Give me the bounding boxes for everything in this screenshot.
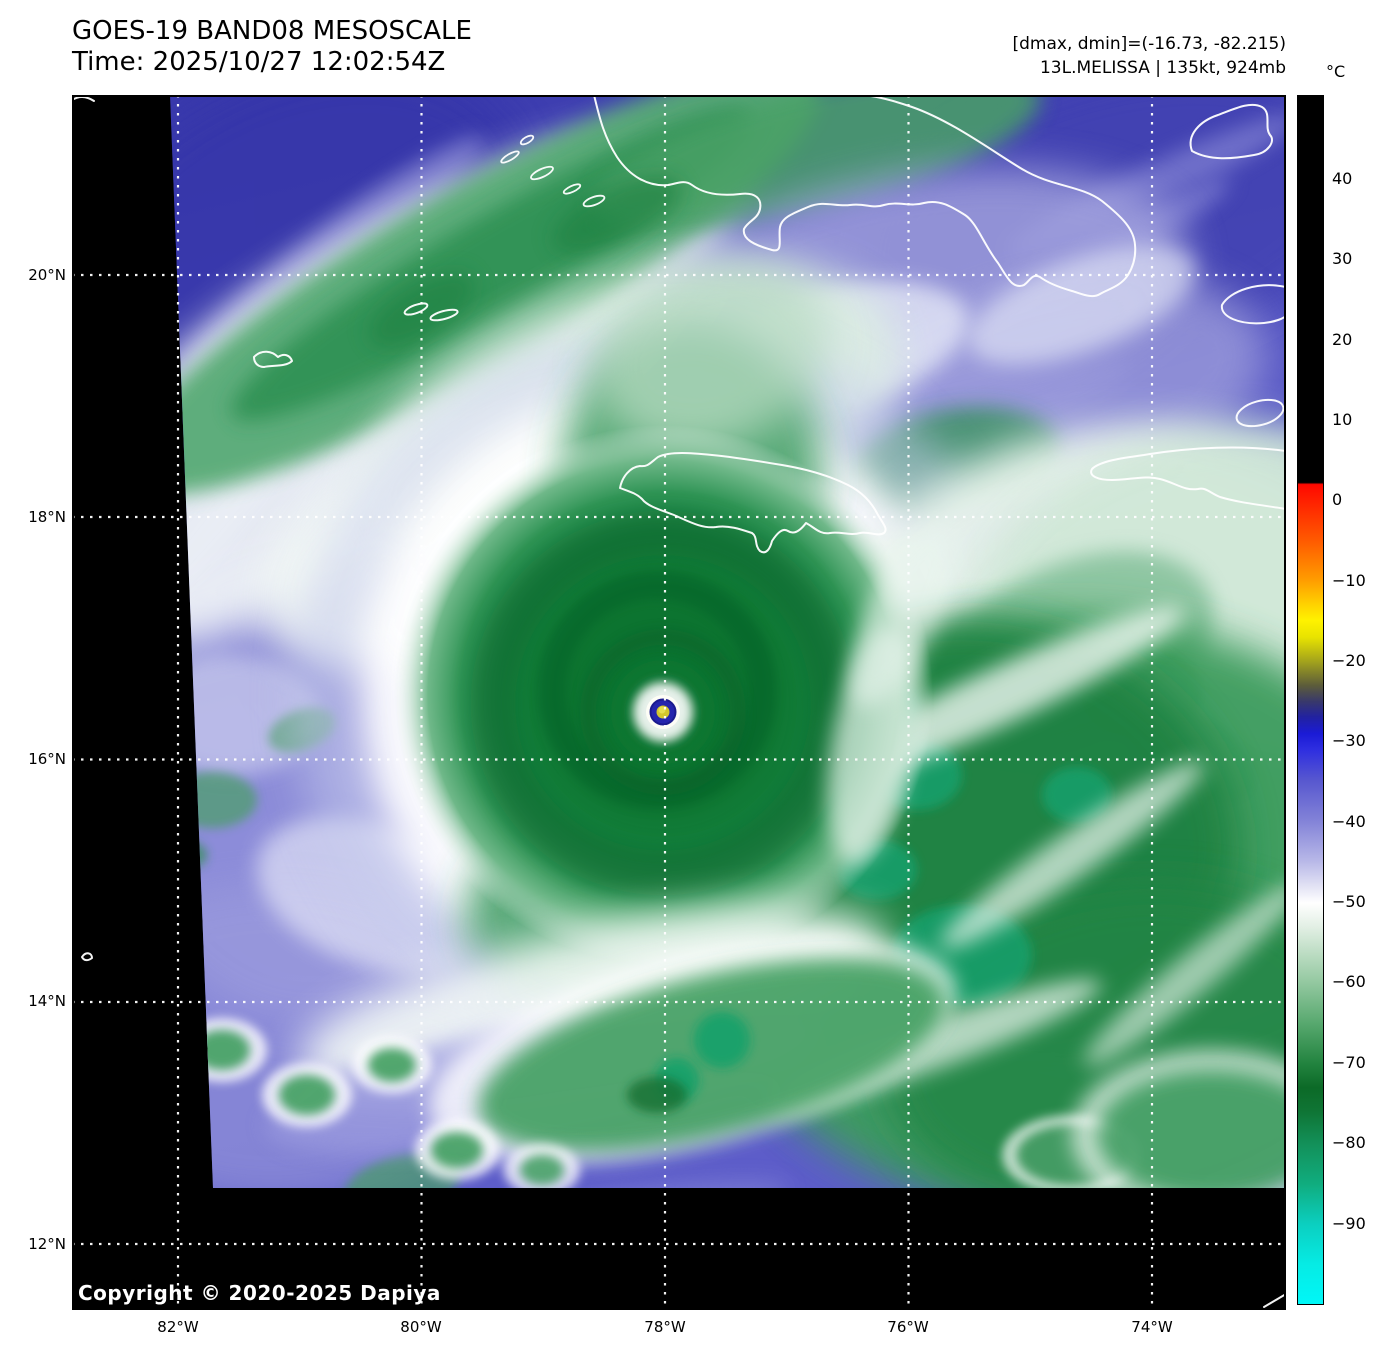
colorbar-tick: 0 xyxy=(1332,490,1343,509)
data-region xyxy=(170,95,1286,1188)
colorbar-tick: −90 xyxy=(1332,1214,1366,1233)
coastline-jamaica xyxy=(619,452,887,554)
coastline-tortuga xyxy=(1220,284,1286,325)
lon-tick-82w: 82°W xyxy=(157,1318,199,1336)
info-line-dmax-dmin: [dmax, dmin]=(-16.73, -82.215) xyxy=(1012,34,1287,54)
coastline-grand-cayman xyxy=(253,350,293,368)
colorbar-tick: 10 xyxy=(1332,410,1353,429)
coastline-haiti xyxy=(1090,446,1286,510)
lat-tick-14n: 14°N xyxy=(28,992,66,1010)
colorbar-tick: −80 xyxy=(1332,1133,1366,1152)
coastline-fragment-topleft xyxy=(72,96,95,102)
info-line-storm: 13L.MELISSA | 135kt, 924mb xyxy=(1039,58,1286,78)
colorbar-tick: −40 xyxy=(1332,812,1366,831)
coastline-cuba xyxy=(593,95,1137,298)
lon-tick-78w: 78°W xyxy=(644,1318,686,1336)
lon-tick-74w: 74°W xyxy=(1131,1318,1173,1336)
colorbar-tick: −50 xyxy=(1332,892,1366,911)
coastline-great-inagua xyxy=(1189,103,1273,160)
coastline-fragment-west xyxy=(81,952,93,962)
plot-border xyxy=(72,95,1286,1310)
temperature-colorbar xyxy=(1297,95,1324,1305)
colorbar-tick: 40 xyxy=(1332,169,1353,188)
coastline-little-cayman xyxy=(429,308,459,322)
title-line-1: GOES-19 BAND08 MESOSCALE xyxy=(72,16,472,46)
lat-tick-12n: 12°N xyxy=(28,1235,66,1253)
colorbar-tick: −70 xyxy=(1332,1053,1366,1072)
colorbar-tick: −60 xyxy=(1332,972,1366,991)
satellite-plot xyxy=(72,95,1286,1310)
coastline-cays xyxy=(500,134,606,208)
coastline-islet xyxy=(1235,398,1285,428)
colorbar-tick: −30 xyxy=(1332,731,1366,750)
lat-tick-16n: 16°N xyxy=(28,750,66,768)
lon-tick-80w: 80°W xyxy=(400,1318,442,1336)
lat-tick-18n: 18°N xyxy=(28,508,66,526)
satellite-imagery xyxy=(72,95,1286,1310)
title-line-2: Time: 2025/10/27 12:02:54Z xyxy=(72,47,446,77)
coastlines xyxy=(72,95,1286,1308)
lon-tick-76w: 76°W xyxy=(887,1318,929,1336)
coastline-fragment-bottomright xyxy=(1263,1293,1286,1308)
lat-tick-20n: 20°N xyxy=(28,266,66,284)
copyright-watermark: Copyright © 2020-2025 Dapiya xyxy=(78,1281,441,1305)
colorbar-tick: 30 xyxy=(1332,249,1353,268)
coastline-cayman-brac xyxy=(403,302,429,316)
storm-info: [dmax, dmin]=(-16.73, -82.215) 13L.MELIS… xyxy=(1013,32,1287,80)
page-title: GOES-19 BAND08 MESOSCALE Time: 2025/10/2… xyxy=(72,16,472,78)
colorbar-tick: −20 xyxy=(1332,651,1366,670)
colorbar-tick: 20 xyxy=(1332,330,1353,349)
colorbar-tick: −10 xyxy=(1332,571,1366,590)
hurricane-eye xyxy=(580,629,746,795)
colorbar-unit-label: °C xyxy=(1326,62,1346,81)
